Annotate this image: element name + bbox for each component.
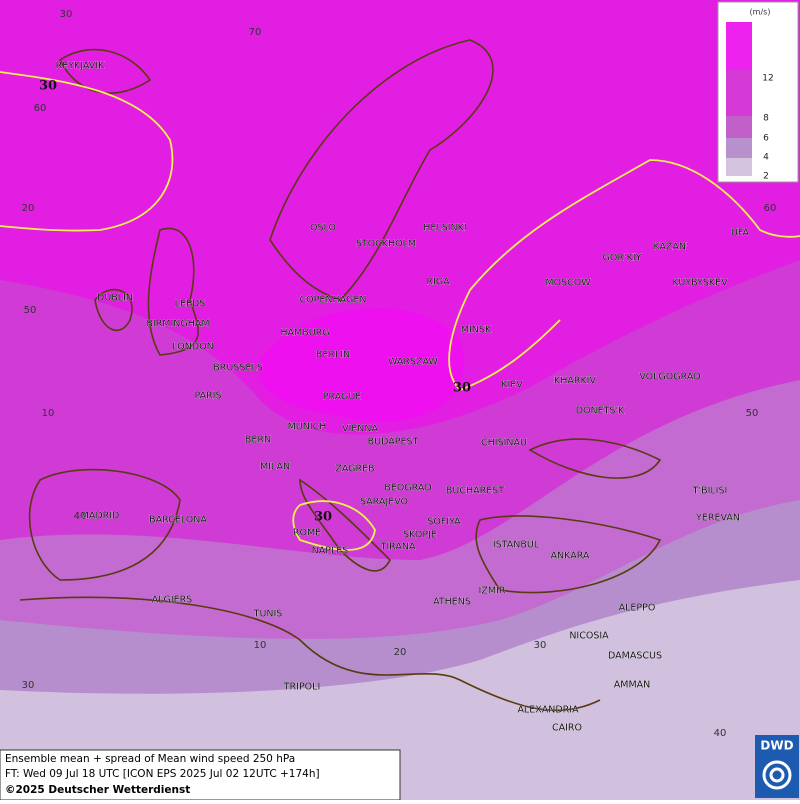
city-label: TIRANA bbox=[380, 542, 416, 553]
city-label: RIGA bbox=[426, 277, 450, 288]
city-label: MINSK bbox=[461, 325, 492, 336]
city-label: TUNIS bbox=[253, 609, 283, 620]
city-label: PRAGUE bbox=[323, 392, 362, 403]
logo-text: DWD bbox=[760, 739, 793, 753]
graticule-label: 10 bbox=[254, 640, 267, 651]
city-label: STOCKHOLM bbox=[356, 239, 416, 250]
city-label: MUNICH bbox=[288, 422, 327, 433]
city-label: TRIPOLI bbox=[283, 682, 321, 693]
city-label: BERLIN bbox=[316, 350, 350, 361]
city-label: DAMASCUS bbox=[608, 651, 662, 662]
city-label: PARIS bbox=[194, 391, 221, 402]
city-label: LONDON bbox=[172, 342, 213, 353]
legend-swatch bbox=[726, 158, 752, 176]
city-label: KHARKIV bbox=[554, 376, 597, 387]
city-label: KIEV bbox=[501, 380, 523, 391]
city-label: REYKJAVIK bbox=[56, 61, 105, 72]
city-label: KUYBYSKEV bbox=[672, 278, 728, 289]
info-line: ©2025 Deutscher Wetterdienst bbox=[5, 784, 190, 796]
city-label: AMMAN bbox=[614, 680, 651, 691]
city-label: ANKARA bbox=[551, 551, 590, 562]
city-label: ZAGREB bbox=[335, 464, 374, 475]
graticule-label: 50 bbox=[24, 305, 37, 316]
legend-unit: (m/s) bbox=[750, 8, 771, 17]
coastlines bbox=[19, 39, 662, 712]
contour-30 bbox=[0, 71, 800, 551]
graticule-label: 40 bbox=[74, 511, 87, 522]
graticule-label: 40 bbox=[714, 728, 727, 739]
city-label: ALEPPO bbox=[619, 603, 656, 614]
city-label: VIENNA bbox=[342, 424, 379, 435]
city-label: BIRMINGHAM bbox=[146, 319, 209, 330]
city-label: MADRID bbox=[81, 511, 120, 522]
graticule-label: 60 bbox=[764, 203, 777, 214]
legend: (m/s) 12 8 6 4 2 bbox=[717, 1, 799, 183]
graticule-label: 20 bbox=[394, 647, 407, 658]
city-label: ALGIERS bbox=[152, 595, 193, 606]
city-label: HELSINKI bbox=[423, 223, 466, 234]
city-label: ALEXANDRIA bbox=[517, 705, 579, 716]
graticule-label: 10 bbox=[42, 408, 55, 419]
logo-swirl bbox=[769, 767, 785, 783]
city-label: CAIRO bbox=[552, 723, 582, 734]
legend-swatch bbox=[726, 70, 752, 116]
legend-swatch bbox=[726, 138, 752, 158]
city-label: T'BILISI bbox=[692, 486, 728, 497]
logo-swirl bbox=[762, 760, 792, 790]
legend-level: 8 bbox=[763, 114, 769, 124]
city-label: UFA bbox=[731, 228, 750, 239]
legend-level: 2 bbox=[763, 172, 769, 182]
field-band bbox=[0, 580, 800, 800]
city-label: OSLO bbox=[310, 223, 336, 234]
city-label: NICOSIA bbox=[569, 631, 609, 642]
contour-label: 30 bbox=[314, 510, 332, 525]
graticule-label: 70 bbox=[249, 27, 262, 38]
city-label: SKOPJE bbox=[403, 530, 437, 541]
city-label: MILAN bbox=[260, 462, 290, 473]
city-label: BARCELONA bbox=[149, 515, 207, 526]
contour-label: 30 bbox=[453, 381, 471, 396]
legend-swatch bbox=[726, 116, 752, 138]
city-label: BUDAPEST bbox=[368, 437, 419, 448]
info-line: Ensemble mean + spread of Mean wind spee… bbox=[5, 753, 295, 765]
city-label: BRUSSELS bbox=[213, 363, 262, 374]
city-label: LEEDS bbox=[175, 299, 206, 310]
city-label: BERN bbox=[245, 435, 271, 446]
city-label: ATHENS bbox=[433, 597, 471, 608]
contour-label: 30 bbox=[39, 79, 57, 94]
legend-level: 6 bbox=[763, 134, 769, 144]
city-label: BUCHAREST bbox=[446, 486, 504, 497]
graticule-label: 30 bbox=[22, 680, 35, 691]
graticule-label: 60 bbox=[34, 103, 47, 114]
city-label: CHISINAU bbox=[481, 438, 527, 449]
graticule-label: 50 bbox=[746, 408, 759, 419]
city-label: WARSZAW bbox=[388, 357, 438, 368]
legend-level: 12 bbox=[762, 74, 773, 84]
city-label: DUBLIN bbox=[97, 293, 133, 304]
city-label: NAPLES bbox=[312, 546, 349, 557]
city-label: SOFIYA bbox=[427, 517, 461, 528]
city-label: YEREVAN bbox=[695, 513, 740, 524]
city-label: COPENHAGEN bbox=[300, 295, 367, 306]
city-label: KAZAN' bbox=[653, 242, 688, 253]
city-label: DONETS'K bbox=[576, 406, 625, 417]
info-box bbox=[0, 749, 401, 801]
city-label: VOLGOGRAD bbox=[639, 372, 700, 383]
graticule-label: 20 bbox=[22, 203, 35, 214]
city-label: BEOGRAD bbox=[384, 483, 431, 494]
field-core bbox=[258, 307, 464, 422]
legend-level: 4 bbox=[763, 153, 769, 163]
city-label: ROME bbox=[293, 528, 321, 539]
city-label: SARAJEVO bbox=[360, 497, 408, 508]
city-label: HAMBURG bbox=[280, 328, 329, 339]
info-line: FT: Wed 09 Jul 18 UTC [ICON EPS 2025 Jul… bbox=[5, 768, 320, 780]
legend-swatch bbox=[726, 22, 752, 70]
graticule-label: 30 bbox=[60, 9, 73, 20]
city-label: MOSCOW bbox=[545, 278, 591, 289]
city-label: IZMIR bbox=[479, 586, 506, 597]
graticule-label: 30 bbox=[534, 640, 547, 651]
city-label: ISTANBUL bbox=[493, 540, 540, 551]
city-label: GOR'KIY bbox=[603, 253, 642, 264]
